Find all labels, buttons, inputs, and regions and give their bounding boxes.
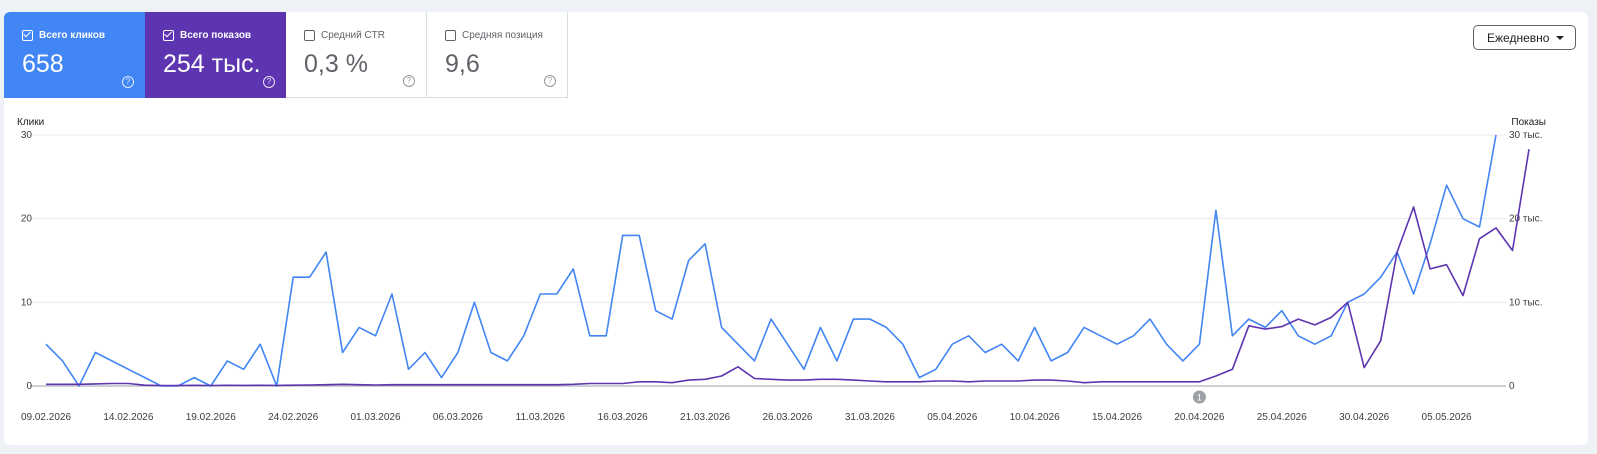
x-tick-label: 05.04.2026 bbox=[927, 412, 977, 423]
checkbox-unchecked-icon[interactable] bbox=[304, 30, 315, 41]
series-line-impressions bbox=[46, 149, 1530, 387]
x-tick-label: 09.02.2026 bbox=[21, 412, 71, 423]
metric-total-impressions[interactable]: Всего показов 254 тыс. ? bbox=[145, 12, 286, 98]
annotation-label: 1 bbox=[1197, 393, 1202, 403]
left-axis-title: Клики bbox=[17, 117, 44, 128]
annotation-marker bbox=[1192, 390, 1206, 404]
help-icon[interactable]: ? bbox=[403, 75, 415, 87]
x-tick-label: 31.03.2026 bbox=[845, 412, 895, 423]
metric-value: 0,3 % bbox=[304, 50, 368, 78]
metric-label: Средняя позиция bbox=[462, 30, 543, 41]
x-tick-label: 16.03.2026 bbox=[598, 412, 648, 423]
checkbox-unchecked-icon[interactable] bbox=[445, 30, 456, 41]
right-tick-label: 10 тыс. bbox=[1509, 297, 1542, 308]
x-tick-label: 21.03.2026 bbox=[680, 412, 730, 423]
metric-label: Всего показов bbox=[180, 30, 252, 41]
left-tick-label: 10 bbox=[21, 297, 33, 308]
right-tick-label: 30 тыс. bbox=[1509, 130, 1542, 141]
metric-label: Средний CTR bbox=[321, 30, 385, 41]
right-tick-label: 0 bbox=[1509, 381, 1515, 392]
left-tick-label: 20 bbox=[21, 214, 33, 225]
caret-down-icon bbox=[1556, 36, 1564, 40]
metric-label: Всего кликов bbox=[39, 30, 106, 41]
left-tick-label: 30 bbox=[21, 130, 33, 141]
metric-average-position[interactable]: Средняя позиция 9,6 ? bbox=[427, 12, 568, 98]
series-line-clicks bbox=[45, 134, 1497, 387]
performance-card: Всего кликов 658 ? Всего показов 254 тыс… bbox=[4, 12, 1588, 445]
x-tick-label: 19.02.2026 bbox=[186, 412, 236, 423]
x-tick-label: 25.04.2026 bbox=[1257, 412, 1307, 423]
metric-average-ctr[interactable]: Средний CTR 0,3 % ? bbox=[286, 12, 427, 98]
x-tick-label: 30.04.2026 bbox=[1339, 412, 1389, 423]
x-tick-label: 20.04.2026 bbox=[1174, 412, 1224, 423]
metric-value: 658 bbox=[22, 50, 64, 78]
help-icon[interactable]: ? bbox=[122, 76, 134, 88]
x-tick-label: 11.03.2026 bbox=[516, 412, 566, 423]
metric-tiles: Всего кликов 658 ? Всего показов 254 тыс… bbox=[4, 12, 568, 98]
help-icon[interactable]: ? bbox=[263, 76, 275, 88]
checkbox-checked-icon[interactable] bbox=[22, 30, 33, 41]
x-tick-label: 06.03.2026 bbox=[433, 412, 483, 423]
x-tick-label: 14.02.2026 bbox=[103, 412, 153, 423]
metric-value: 9,6 bbox=[445, 50, 480, 78]
x-tick-label: 26.03.2026 bbox=[762, 412, 812, 423]
x-tick-label: 24.02.2026 bbox=[268, 412, 318, 423]
metric-value: 254 тыс. bbox=[163, 50, 261, 78]
period-dropdown[interactable]: Ежедневно bbox=[1473, 25, 1576, 50]
right-axis-title: Показы bbox=[1511, 117, 1546, 128]
left-tick-label: 0 bbox=[26, 381, 32, 392]
performance-chart: 0 10 20 30 0 10 тыс. 20 тыс. 30 тыс. Клики Показы… bbox=[17, 117, 1546, 423]
help-icon[interactable]: ? bbox=[544, 75, 556, 87]
x-tick-label: 05.05.2026 bbox=[1422, 412, 1472, 423]
checkbox-checked-icon[interactable] bbox=[163, 30, 174, 41]
x-tick-label: 10.04.2026 bbox=[1010, 412, 1060, 423]
metric-total-clicks[interactable]: Всего кликов 658 ? bbox=[4, 12, 145, 98]
x-tick-label: 01.03.2026 bbox=[351, 412, 401, 423]
x-tick-label: 15.04.2026 bbox=[1092, 412, 1142, 423]
right-tick-label: 20 тыс. bbox=[1509, 214, 1542, 225]
period-label: Ежедневно bbox=[1487, 30, 1550, 45]
